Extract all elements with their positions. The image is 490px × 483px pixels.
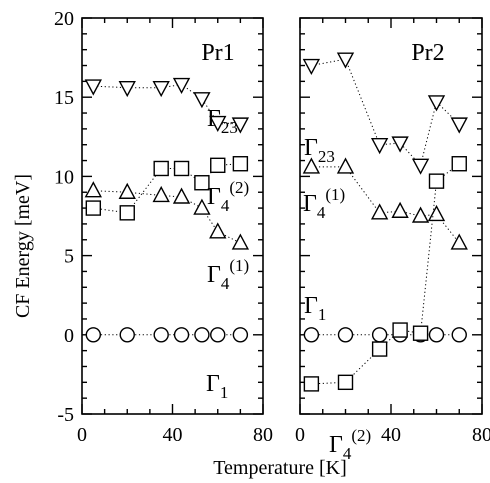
x-tick-label: 80 [253,424,273,446]
series-label-gamma1: Γ1 [206,371,228,402]
data-point-triangle-down [336,52,355,69]
text-layer: CF Energy [meV] Temperature [K] -5051015… [12,8,490,479]
x-tick-label: 0 [295,424,305,446]
data-point-triangle-up [370,203,389,220]
data-point-square [232,156,249,172]
data-point-square [451,156,467,172]
data-point-circle [210,327,226,343]
data-point-square [371,341,388,357]
data-point-triangle-up [152,185,170,203]
x-tick-label: 40 [381,424,401,446]
y-tick-label: 10 [54,166,74,188]
data-point-triangle-up [209,222,227,239]
data-point-square [392,322,408,338]
series-label-gamma4-1: Γ4(1) [303,185,345,222]
data-point-triangle-up [427,204,446,222]
data-point-triangle-up [302,157,321,174]
data-point-triangle-down [231,117,250,134]
panel-frame-2 [299,17,483,415]
data-point-circle [153,327,169,343]
data-point-circle [173,327,190,343]
y-tick-label: 15 [54,87,74,109]
data-point-triangle-up [84,181,102,198]
series-label-gamma23: Γ23 [207,106,238,137]
series-label-gamma1: Γ1 [304,293,326,324]
data-point-square [428,173,445,189]
data-point-triangle-up [172,187,191,204]
data-point-triangle-down [209,115,227,133]
data-point-circle [85,327,102,343]
data-point-triangle-up [231,233,250,250]
series-label-gamma4-1: Γ4(1) [207,256,249,293]
data-point-circle [119,327,135,343]
data-point-triangle-down [370,138,389,155]
data-point-circle [194,327,210,343]
data-point-square [153,160,169,177]
x-axis-label: Temperature [K] [213,457,347,479]
series-label-gamma4-2: Γ4(2) [329,426,371,463]
data-point-square [303,376,320,392]
y-tick-label: 5 [64,246,74,268]
y-tick-label: 20 [54,8,74,30]
y-tick-label: -5 [57,404,74,426]
data-point-square [412,325,429,341]
data-point-circle [451,327,467,343]
data-point-triangle-down [84,79,102,96]
data-point-square [337,374,354,391]
data-point-triangle-down [302,58,321,76]
data-point-triangle-up [391,201,409,218]
data-point-square [119,205,135,221]
y-tick-label: 0 [64,325,74,347]
data-point-circle [428,327,445,343]
data-point-triangle-up [450,233,468,250]
data-point-circle [337,327,354,343]
data-point-triangle-down [118,80,136,98]
data-point-circle [303,327,320,343]
data-point-circle [371,327,388,343]
data-point-triangle-down [193,92,211,109]
x-tick-label: 40 [163,424,183,446]
axes-layer [81,17,483,415]
series-label-gamma4-2: Γ4(2) [207,178,249,215]
y-axis-label: CF Energy [meV] [12,174,34,318]
x-tick-label: 0 [77,424,87,446]
data-point-square [194,175,210,191]
data-point-triangle-down [411,158,430,175]
data-point-triangle-up [193,198,211,215]
data-point-triangle-down [172,77,191,95]
series-layer [84,52,468,392]
data-point-triangle-up [118,182,136,199]
data-point-triangle-down [391,136,409,153]
x-tick-label: 80 [472,424,490,446]
panel-title-pr1: Pr1 [201,40,234,66]
series-label-gamma23: Γ23 [304,135,335,166]
data-point-square [210,157,226,174]
data-point-triangle-down [450,117,468,134]
data-point-square [85,200,102,216]
data-point-triangle-up [336,157,355,174]
data-point-circle [232,327,249,343]
data-point-triangle-down [152,80,170,98]
data-point-triangle-down [427,95,446,112]
data-point-square [173,160,190,177]
panel-frame-1 [81,17,264,415]
panel-title-pr2: Pr2 [411,40,444,66]
data-point-triangle-up [411,206,430,223]
